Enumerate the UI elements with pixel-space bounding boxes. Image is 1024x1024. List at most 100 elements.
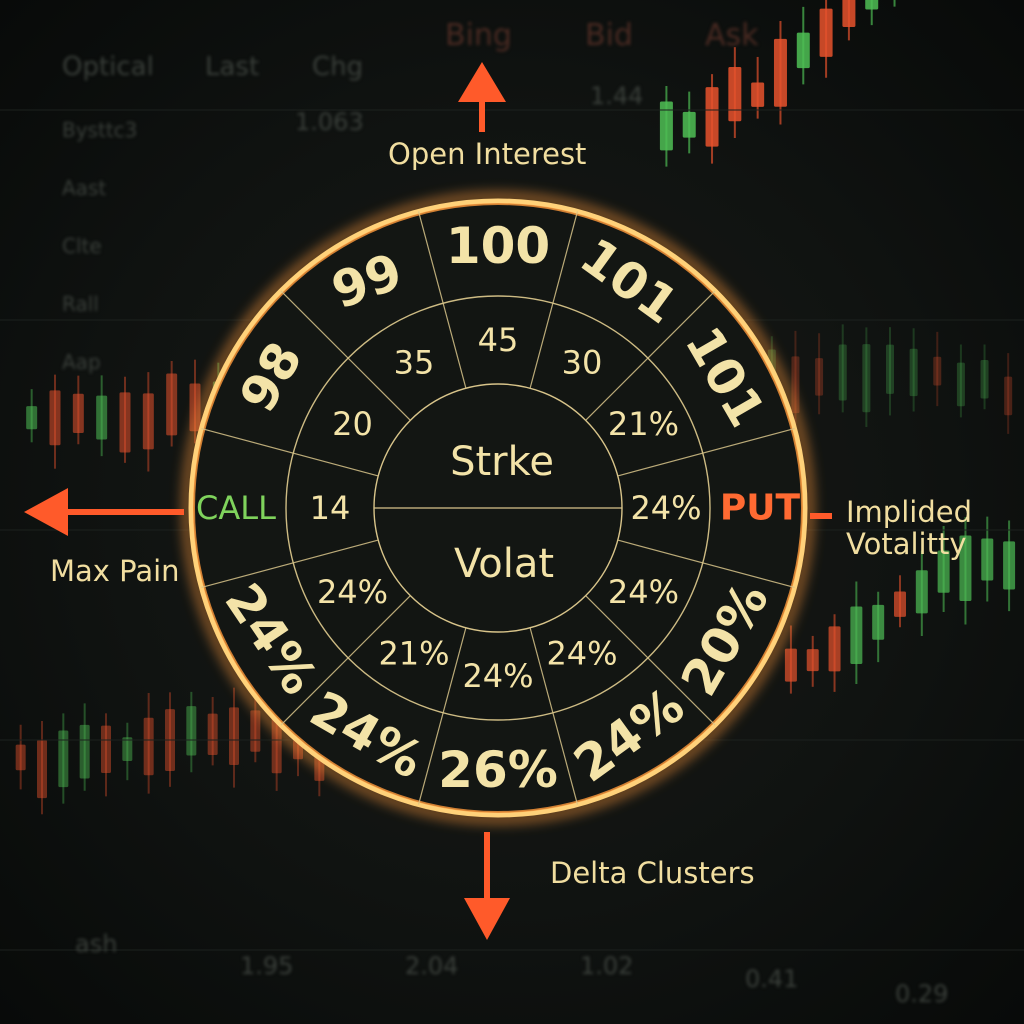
candle-body bbox=[865, 0, 879, 10]
ghost-row-label: Clte bbox=[62, 234, 102, 258]
candle-body bbox=[705, 87, 719, 147]
arrow-left-icon bbox=[24, 488, 68, 536]
wheel-outer-ring-inner-edge bbox=[193, 203, 803, 813]
candle-body bbox=[166, 373, 178, 436]
ghost-header-label: Ask bbox=[705, 18, 759, 53]
ghost-value: 1.44 bbox=[590, 82, 644, 110]
candle-body bbox=[122, 737, 133, 761]
wheel-divider bbox=[280, 290, 411, 421]
candle-body bbox=[186, 706, 197, 756]
arrow-up-icon bbox=[458, 62, 506, 102]
wheel-divider bbox=[280, 595, 411, 726]
ghost-value: 1.95 bbox=[240, 952, 294, 980]
candle-body bbox=[862, 344, 871, 413]
inner-segment-label: 45 bbox=[478, 321, 519, 359]
ghost-header-label: Last bbox=[205, 52, 260, 82]
candle-body bbox=[915, 570, 928, 614]
candle-body bbox=[119, 392, 131, 453]
center-volatility-label: Volat bbox=[454, 541, 554, 587]
candle-body bbox=[784, 648, 797, 682]
candle-body bbox=[933, 356, 942, 386]
inner-segment-label: 20 bbox=[332, 405, 373, 443]
candle-body bbox=[250, 710, 261, 752]
wheel-divider bbox=[617, 427, 795, 477]
ghost-value: 2.04 bbox=[405, 952, 459, 980]
candle-body bbox=[838, 344, 847, 401]
candle-body bbox=[96, 395, 108, 440]
wheel-outer-glow bbox=[182, 192, 814, 824]
candle-body bbox=[682, 111, 696, 138]
ghost-row-label: Rall bbox=[62, 292, 99, 316]
candle-body bbox=[751, 82, 765, 107]
candle-body bbox=[981, 538, 994, 581]
wheel-divider bbox=[201, 427, 379, 477]
implied-volatility-label: Implided Votalitty bbox=[846, 495, 972, 562]
wheel-divider bbox=[529, 627, 579, 805]
candle-body bbox=[15, 744, 26, 771]
candle-body bbox=[72, 393, 84, 434]
candle-body bbox=[909, 348, 918, 397]
candle-body bbox=[659, 101, 673, 151]
candle-body bbox=[79, 724, 90, 779]
delta-clusters-label: Delta Clusters bbox=[550, 856, 755, 890]
candle-body bbox=[959, 535, 972, 602]
outer-segment-call-label: CALL bbox=[196, 489, 276, 527]
candle-body bbox=[142, 393, 154, 450]
candle-body bbox=[49, 390, 61, 446]
candle-body bbox=[773, 38, 787, 107]
candle-body bbox=[229, 707, 239, 765]
inner-segment-label: 24% bbox=[630, 489, 701, 527]
max-pain-label: Max Pain bbox=[50, 554, 180, 588]
outer-segment-put-label: PUT bbox=[720, 488, 801, 529]
candle-body bbox=[815, 358, 824, 396]
wheel-divider bbox=[585, 290, 716, 421]
inner-segment-label: 35 bbox=[394, 344, 435, 382]
candle-body bbox=[728, 66, 742, 122]
outer-segment-label: 100 bbox=[446, 217, 550, 275]
inner-segment-label: 24% bbox=[317, 573, 388, 611]
inner-segment-label: 24% bbox=[546, 634, 617, 672]
ghost-row-label: Bysttc3 bbox=[62, 118, 138, 142]
ghost-value: 0.29 bbox=[895, 980, 949, 1008]
candle-body bbox=[1003, 541, 1016, 590]
inner-segment-label: 30 bbox=[562, 344, 603, 382]
inner-segment-label: 21% bbox=[608, 405, 679, 443]
candle-body bbox=[894, 591, 906, 617]
ghost-value: 0.41 bbox=[745, 965, 799, 993]
ghost-header-label: Optical bbox=[62, 52, 154, 82]
arrow-down-icon bbox=[464, 898, 510, 940]
outer-segment-label: 26% bbox=[438, 741, 558, 799]
inner-segment-label: 24% bbox=[462, 657, 533, 695]
candle-body bbox=[796, 32, 810, 69]
candle-body bbox=[26, 406, 38, 430]
ghost-header-label: Chg bbox=[312, 52, 364, 82]
wheel-divider bbox=[585, 595, 716, 726]
candle-body bbox=[828, 626, 841, 672]
ghost-value: ash bbox=[75, 930, 118, 958]
ghost-header-label: Bing bbox=[445, 18, 512, 53]
candle-body bbox=[806, 649, 819, 672]
ghost-value: 1.02 bbox=[580, 952, 634, 980]
wheel-divider bbox=[617, 539, 795, 589]
center-strike-label: Strke bbox=[450, 439, 554, 485]
ghost-value: 1.063 bbox=[295, 108, 364, 136]
candle-body bbox=[850, 606, 863, 664]
candle-body bbox=[101, 725, 111, 773]
candle-body bbox=[58, 730, 69, 788]
ghost-row-label: Aast bbox=[62, 176, 107, 200]
wheel-divider bbox=[417, 211, 467, 389]
candle-body bbox=[872, 604, 885, 640]
inner-segment-label: 14 bbox=[310, 489, 351, 527]
ghost-row-label: Aap bbox=[62, 350, 101, 374]
candle-body bbox=[937, 550, 950, 593]
wheel-divider bbox=[417, 627, 467, 805]
ghost-header-label: Bid bbox=[585, 18, 633, 53]
candle-body bbox=[143, 717, 154, 776]
candle-body bbox=[886, 344, 894, 394]
candle-body bbox=[956, 362, 965, 407]
candle-body bbox=[842, 0, 856, 28]
candle-body bbox=[980, 359, 989, 399]
inner-segment-label: 24% bbox=[608, 573, 679, 611]
